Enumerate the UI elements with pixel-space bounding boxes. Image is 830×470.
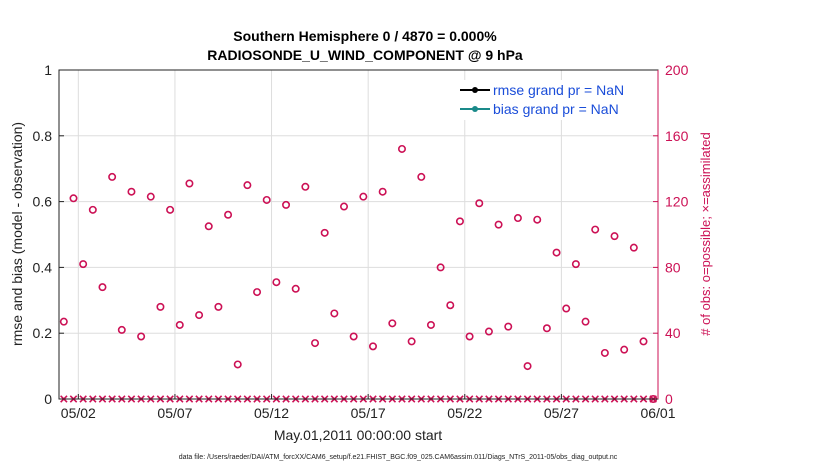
tick-label-right: 0 (665, 391, 673, 407)
possible-obs-point (282, 200, 291, 209)
possible-obs-point (407, 337, 416, 346)
possible-obs-point (581, 317, 590, 326)
possible-obs-point (359, 192, 368, 201)
possible-obs-point (465, 332, 474, 341)
possible-obs-point (301, 182, 310, 191)
possible-obs-point (59, 317, 68, 326)
x-axis-label: May.01,2011 00:00:00 start (274, 427, 442, 443)
tick-label-x: 05/27 (544, 405, 579, 421)
possible-obs-point (243, 181, 252, 190)
possible-obs-point (204, 222, 213, 231)
tick-label-left: 0.6 (33, 194, 53, 210)
tick-label-left: 0.4 (33, 259, 53, 275)
possible-obs-point (368, 342, 377, 351)
tick-label-left: 0.8 (33, 128, 53, 144)
possible-obs-point (513, 214, 522, 223)
possible-obs-point (455, 217, 464, 226)
tick-label-right: 40 (665, 325, 681, 341)
possible-obs-point (195, 311, 204, 320)
possible-obs-point (108, 172, 117, 181)
legend-rmse-label: rmse grand pr = NaN (493, 82, 624, 98)
possible-obs-point (417, 172, 426, 181)
plot-area (59, 70, 658, 399)
tick-label-x: 05/17 (351, 405, 386, 421)
possible-obs-point (185, 179, 194, 188)
possible-obs-point (533, 215, 542, 224)
grid-lines (59, 70, 658, 399)
tick-label-right: 80 (665, 259, 681, 275)
tick-label-left: 0 (44, 391, 52, 407)
possible-obs-point (291, 284, 300, 293)
possible-obs-point (552, 248, 561, 257)
tick-label-x: 05/07 (157, 405, 192, 421)
possible-obs-point (378, 187, 387, 196)
tick-label-right: 200 (665, 62, 689, 78)
y-axis-label-right: # of obs: o=possible; ×=assimilated (698, 132, 713, 335)
possible-obs-point (330, 309, 339, 318)
possible-obs-point (475, 199, 484, 208)
legend-rmse-marker (472, 87, 478, 93)
possible-obs-point (224, 210, 233, 219)
tick-label-x: 05/12 (254, 405, 289, 421)
possible-obs-point (426, 320, 435, 329)
x-axis-ticks: 05/02 05/07 05/12 05/17 05/22 05/27 06/01 (61, 394, 676, 421)
possible-obs-point (137, 332, 146, 341)
tick-label-right: 160 (665, 128, 689, 144)
possible-obs-point (484, 327, 493, 336)
possible-obs-point (523, 362, 532, 371)
left-axis-ticks: 0 0.2 0.4 0.6 0.8 1 (33, 62, 64, 407)
possible-obs-point (571, 260, 580, 269)
possible-obs-point (494, 220, 503, 229)
possible-obs-point (436, 263, 445, 272)
possible-obs-point (253, 288, 262, 297)
possible-obs-point (233, 360, 242, 369)
possible-obs-point (349, 332, 358, 341)
possible-obs-point (272, 278, 281, 287)
possible-obs-point (214, 302, 223, 311)
possible-obs-point (166, 205, 175, 214)
possible-obs-point (620, 345, 629, 354)
legend: rmse grand pr = NaN bias grand pr = NaN (455, 80, 650, 120)
possible-obs-point (610, 232, 619, 241)
tick-label-left: 1 (44, 62, 52, 78)
legend-box (455, 80, 650, 120)
possible-obs-point (446, 301, 455, 310)
possible-obs-point (504, 322, 513, 331)
tick-label-x: 05/22 (447, 405, 482, 421)
possible-obs-point (69, 194, 78, 203)
possible-obs-point (397, 144, 406, 153)
possible-obs-point (88, 205, 97, 214)
right-axis-ticks: 0 40 80 120 160 200 (653, 62, 689, 407)
possible-obs-point (262, 195, 271, 204)
possible-obs-point (156, 302, 165, 311)
tick-label-x: 05/02 (61, 405, 96, 421)
legend-bias-label: bias grand pr = NaN (493, 101, 619, 117)
possible-obs-point (542, 324, 551, 333)
possible-obs-point (127, 187, 136, 196)
chart-title-line1: Southern Hemisphere 0 / 4870 = 0.000% (233, 28, 497, 44)
data-file-footer: data file: /Users/raeder/DAI/ATM_forcXX/… (179, 454, 618, 461)
possible-obs-point (79, 260, 88, 269)
possible-obs-point (562, 304, 571, 313)
possible-obs-point (600, 348, 609, 357)
possible-obs-point (340, 202, 349, 211)
possible-obs-point (591, 225, 600, 234)
possible-obs-point (311, 339, 320, 348)
possible-obs-point (629, 243, 638, 252)
tick-label-left: 0.2 (33, 325, 53, 341)
possible-obs-point (639, 337, 648, 346)
y-axis-label-left: rmse and bias (model - observation) (9, 122, 25, 346)
possible-obs-point (98, 283, 107, 292)
tick-label-right: 120 (665, 194, 689, 210)
legend-bias-marker (472, 106, 478, 112)
tick-label-x: 06/01 (640, 405, 675, 421)
possible-obs-point (146, 192, 155, 201)
possible-obs-point (320, 228, 329, 237)
chart-title-line2: RADIOSONDE_U_WIND_COMPONENT @ 9 hPa (207, 47, 523, 63)
possible-obs-point (388, 319, 397, 328)
possible-obs-point (117, 325, 126, 334)
possible-obs-point (175, 320, 184, 329)
